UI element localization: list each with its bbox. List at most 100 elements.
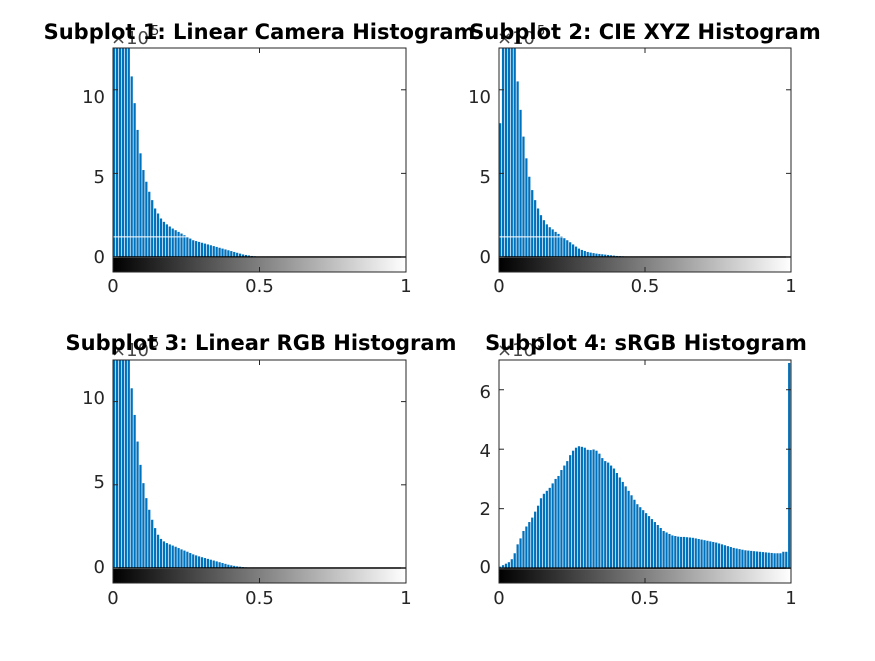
histogram-bar [148,192,150,257]
histogram-bar [525,158,527,257]
histogram-bar [782,552,784,568]
histogram-bar [540,215,542,257]
chart-title-4: Subplot 4: sRGB Histogram [485,331,807,355]
histogram-bar [779,553,781,568]
histogram-bar [508,48,510,257]
histogram-bar [528,522,530,568]
x-tick-label-4-0: 0 [493,588,504,609]
histogram-bar [549,488,551,568]
histogram-bar [514,48,516,257]
histogram-bar [660,528,662,568]
histogram-bar [163,541,165,568]
histogram-bar [581,250,583,257]
histogram-bar [210,245,212,257]
x-tick-label-2-0: 0 [493,276,504,297]
y-tick-label-1-10: 10 [82,87,105,108]
histogram-bar [578,249,580,257]
histogram-bar [139,465,141,568]
histogram-bar [695,538,697,568]
histogram-bar [192,554,194,568]
histogram-bar [517,81,519,257]
histogram-bar [116,360,118,568]
histogram-bar [768,553,770,568]
histogram-bar [136,130,138,257]
histogram-bar [116,48,118,257]
x-tick-label-2-0.5: 0.5 [631,276,660,297]
histogram-bar [218,248,220,257]
subplot-3: ×10 5 10 5 0 0 0.5 1 Subplot 3: Linear R… [66,331,457,609]
y-tick-label-4-2: 2 [480,499,491,520]
histogram-bar [630,495,632,568]
histogram-bar [172,546,174,568]
histogram-bar [134,103,136,257]
histogram-bar [627,491,629,568]
histogram-bar [543,494,545,568]
histogram-bar [195,555,197,568]
histogram-bar [230,251,232,257]
histogram-bar [759,552,761,568]
histogram-bar [601,458,603,568]
x-tick-label-2-1: 1 [785,276,796,297]
histogram-bar [762,552,764,568]
histogram-bar [712,542,714,568]
histogram-bar [177,548,179,568]
histogram-bar [741,550,743,568]
histogram-bar [525,527,527,569]
histogram-bar [224,249,226,257]
histogram-bar [756,551,758,568]
histogram-bar [654,522,656,568]
histogram-bar [221,249,223,257]
histogram-bar [531,518,533,569]
histogram-bar [572,244,574,257]
histogram-bar [636,504,638,568]
histogram-bar [560,470,562,568]
histogram-bar [674,536,676,568]
histogram-bar [657,525,659,568]
histogram-bar [154,528,156,568]
histogram-bar [566,461,568,568]
histogram-bar [750,551,752,568]
histogram-bar [131,76,133,257]
histogram-bar [186,237,188,257]
histogram-bar [119,48,121,257]
histogram-bar [537,208,539,256]
histogram-bar [587,450,589,568]
histogram-bar [201,243,203,257]
histogram-bar [733,548,735,568]
histogram-bar [134,415,136,568]
histogram-bar [785,552,787,568]
histogram-bar [180,549,182,568]
histogram-bar [671,535,673,568]
histogram-bar [192,240,194,257]
histogram-bar [528,177,530,257]
y-tick-label-4-6: 6 [480,382,491,403]
x-tick-label-3-0.5: 0.5 [245,588,274,609]
histogram-bar [534,200,536,257]
histogram-bar [207,244,209,257]
histogram-bar [607,463,609,569]
histogram-bar [584,448,586,568]
histogram-bar [166,224,168,257]
histogram-bar [721,544,723,568]
histogram-bar [747,551,749,569]
y-tick-label-1-0: 0 [94,247,105,268]
histogram-bar [227,250,229,257]
histogram-bar [175,230,177,257]
histogram-bar [592,449,594,568]
histogram-bar [534,512,536,568]
histogram-bar [189,553,191,568]
histogram-bar [552,483,554,568]
histogram-bar [213,561,215,568]
histogram-bar [502,48,504,257]
histogram-bar [157,535,159,568]
histogram-bar [648,516,650,568]
y-tick-label-3-10: 10 [82,388,105,409]
histogram-bar [519,538,521,568]
histogram-bar [724,545,726,568]
histogram-bar [552,229,554,257]
histogram-bar [771,553,773,568]
histogram-bar [125,360,127,568]
histogram-bar [151,520,153,568]
histogram-bar [604,461,606,568]
